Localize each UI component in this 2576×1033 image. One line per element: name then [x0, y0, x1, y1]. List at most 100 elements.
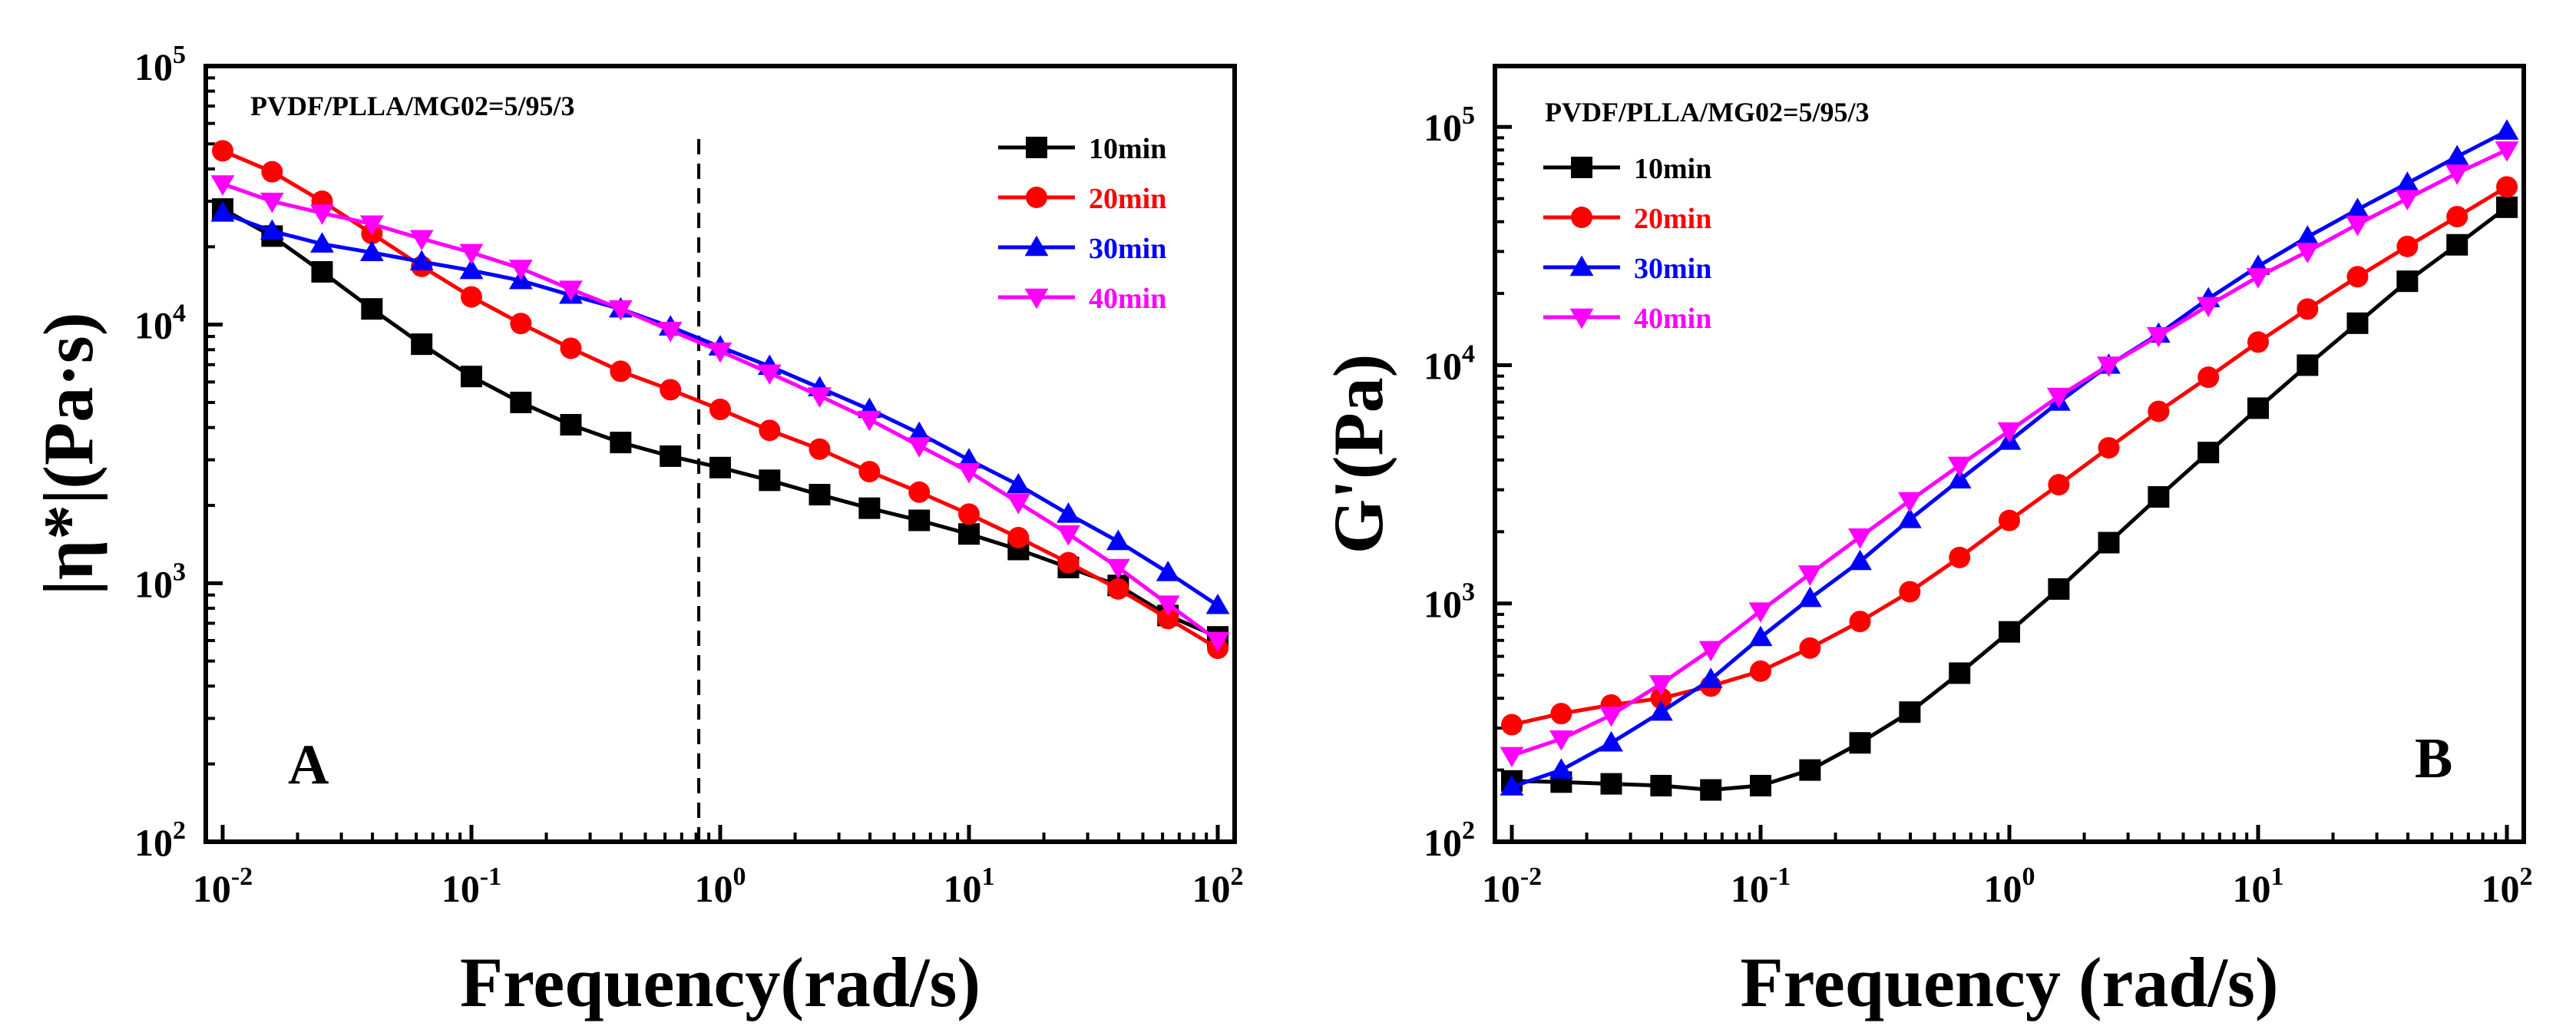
plot-frame-a	[203, 64, 1237, 844]
data-point-40min	[2295, 243, 2320, 263]
data-point-30min	[1205, 593, 1230, 614]
data-point-10min	[361, 298, 383, 320]
data-point-10min	[1600, 773, 1622, 795]
data-point-20min	[2247, 331, 2269, 353]
x-tick-label: 102	[2482, 862, 2533, 910]
data-point-30min	[260, 219, 284, 240]
y-tick-label: 103	[134, 558, 186, 605]
y-tick-label: 105	[1424, 101, 1475, 149]
axis-ticks-b: 10-2 10-1 100 101 102 102 103 104 105	[1424, 101, 2533, 910]
data-point-40min	[2196, 296, 2221, 318]
data-point-40min	[1156, 595, 1180, 616]
data-point-40min	[757, 364, 782, 386]
data-point-10min	[2247, 397, 2269, 419]
data-point-40min	[1057, 525, 1080, 546]
data-point-40min	[1599, 706, 1623, 727]
data-point-20min	[1899, 581, 1921, 603]
data-point-30min	[1106, 529, 1130, 551]
legend-marker-30min	[1569, 255, 1594, 276]
data-point-20min	[1057, 551, 1080, 574]
data-point-10min	[2048, 578, 2070, 600]
data-point-20min	[560, 337, 582, 359]
data-point-10min	[858, 497, 881, 519]
x-tick-label: 100	[695, 862, 746, 910]
data-point-10min	[560, 414, 582, 436]
data-point-40min	[1797, 565, 1822, 586]
data-point-30min	[1648, 700, 1673, 721]
y-tick-label: 102	[134, 816, 186, 864]
data-point-40min	[559, 280, 583, 302]
data-point-40min	[260, 192, 284, 214]
legend-label-40min: 40min	[1634, 303, 1711, 335]
x-tick-label: 101	[944, 862, 995, 910]
y-tick-label: 104	[134, 300, 186, 347]
data-point-40min	[2346, 215, 2369, 237]
data-point-10min	[2098, 531, 2120, 554]
legend-label-10min: 10min	[1634, 153, 1711, 185]
data-point-20min	[1949, 546, 1971, 568]
legend-label-10min: 10min	[1089, 133, 1166, 165]
data-point-20min	[1157, 608, 1179, 630]
legend-marker-10min	[1571, 157, 1592, 178]
data-point-10min	[510, 392, 532, 414]
data-point-40min	[2046, 387, 2071, 409]
data-point-20min	[1501, 713, 1523, 736]
data-point-20min	[510, 313, 532, 335]
data-point-30min	[1797, 586, 1822, 608]
series-line-40min	[1511, 148, 2508, 758]
data-point-20min	[461, 286, 482, 308]
series-a	[210, 139, 1230, 842]
data-point-20min	[858, 461, 881, 483]
legend-label-30min: 30min	[1089, 233, 1166, 265]
data-point-20min	[2098, 437, 2120, 459]
data-point-40min	[2146, 326, 2171, 348]
data-point-30min	[2346, 197, 2369, 218]
data-point-40min	[1897, 492, 1922, 513]
data-point-40min	[1500, 747, 1524, 768]
data-point-10min	[1899, 701, 1921, 723]
legend-marker-10min	[1026, 137, 1047, 158]
data-point-30min	[2495, 119, 2519, 140]
data-point-20min	[610, 360, 632, 382]
data-point-10min	[958, 523, 980, 545]
data-point-40min	[508, 260, 533, 280]
data-point-40min	[2097, 356, 2121, 377]
x-tick-label: 101	[2233, 862, 2284, 910]
data-point-20min	[809, 438, 831, 460]
data-point-20min	[1107, 578, 1129, 600]
legend-marker-20min	[1026, 187, 1047, 208]
data-point-30min	[409, 250, 434, 271]
data-point-20min	[1799, 637, 1821, 659]
x-tick-label: 10-2	[1482, 862, 1542, 910]
data-point-20min	[2197, 366, 2220, 389]
panel-label-b: B	[2415, 727, 2452, 790]
data-point-30min	[1500, 775, 1524, 796]
legend-label-20min: 20min	[1634, 203, 1711, 235]
data-point-10min	[311, 260, 333, 283]
data-point-10min	[1700, 779, 1722, 801]
data-point-10min	[2496, 196, 2518, 218]
data-point-40min	[409, 230, 434, 251]
data-point-40min	[2246, 268, 2270, 289]
data-point-10min	[1650, 774, 1672, 796]
data-point-10min	[1949, 662, 1971, 684]
data-point-20min	[2297, 298, 2319, 320]
data-point-10min	[2396, 270, 2419, 293]
data-point-30min	[310, 232, 334, 253]
data-point-10min	[2346, 312, 2369, 334]
data-point-20min	[212, 140, 233, 162]
data-point-40min	[1106, 558, 1130, 580]
data-point-40min	[359, 215, 384, 237]
panel-a: 10-2 10-1 100 101 102 102 103 104 105 PVDF/PLLA/…	[29, 41, 1244, 1021]
data-point-20min	[709, 399, 731, 421]
data-point-40min	[1006, 494, 1030, 515]
data-point-40min	[857, 410, 881, 432]
data-point-30min	[1057, 502, 1080, 523]
data-point-40min	[1648, 675, 1673, 696]
data-point-20min	[1650, 687, 1672, 710]
y-tick-label: 105	[134, 41, 186, 88]
data-point-30min	[1748, 625, 1773, 647]
x-tick-label: 102	[1192, 862, 1244, 910]
data-point-20min	[1999, 509, 2020, 531]
data-point-40min	[1698, 641, 1723, 662]
